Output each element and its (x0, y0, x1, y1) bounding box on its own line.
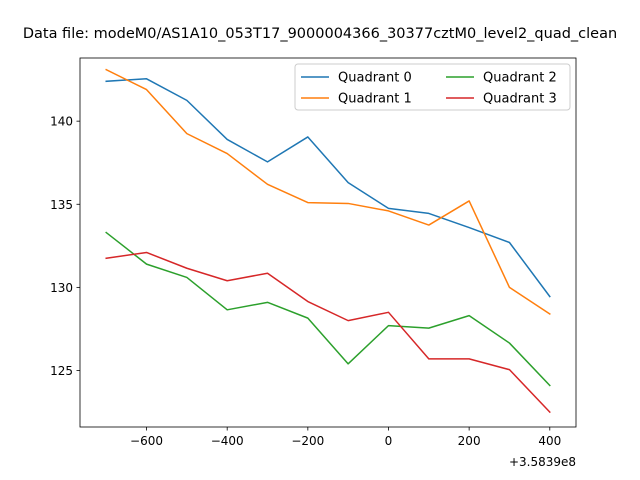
legend-label: Quadrant 3 (483, 92, 557, 107)
y-tick-label: 140 (50, 115, 73, 129)
series-line-quadrant-3 (105, 251, 551, 414)
x-tick-label: −400 (211, 434, 244, 448)
y-tick-label: 125 (50, 364, 73, 378)
x-axis: −600 −400 −200 0 200 400 (130, 427, 561, 448)
plot-frame (79, 57, 577, 428)
x-axis-offset-label: +3.5839e8 (509, 455, 576, 469)
x-tick-label: 400 (538, 434, 561, 448)
series-line-quadrant-2 (105, 231, 551, 387)
y-axis: 125 130 135 140 (50, 115, 80, 378)
legend-box (294, 63, 571, 111)
y-tick-label: 135 (50, 198, 73, 212)
x-tick-label: −600 (130, 434, 163, 448)
series-line-quadrant-1 (105, 68, 551, 316)
y-tick-label: 130 (50, 281, 73, 295)
x-tick-label: −200 (291, 434, 324, 448)
series-line-quadrant-0 (105, 78, 551, 298)
plot-lines (105, 68, 551, 414)
legend-label: Quadrant 0 (338, 71, 412, 86)
legend-label: Quadrant 1 (338, 92, 412, 107)
x-tick-label: 0 (385, 434, 393, 448)
x-tick-label: 200 (458, 434, 481, 448)
legend-label: Quadrant 2 (483, 71, 557, 86)
chart-title: Data file: modeM0/AS1A10_053T17_90000043… (23, 26, 617, 42)
legend: Quadrant 0 Quadrant 1 Quadrant 2 Quadrant 3 (294, 63, 571, 111)
